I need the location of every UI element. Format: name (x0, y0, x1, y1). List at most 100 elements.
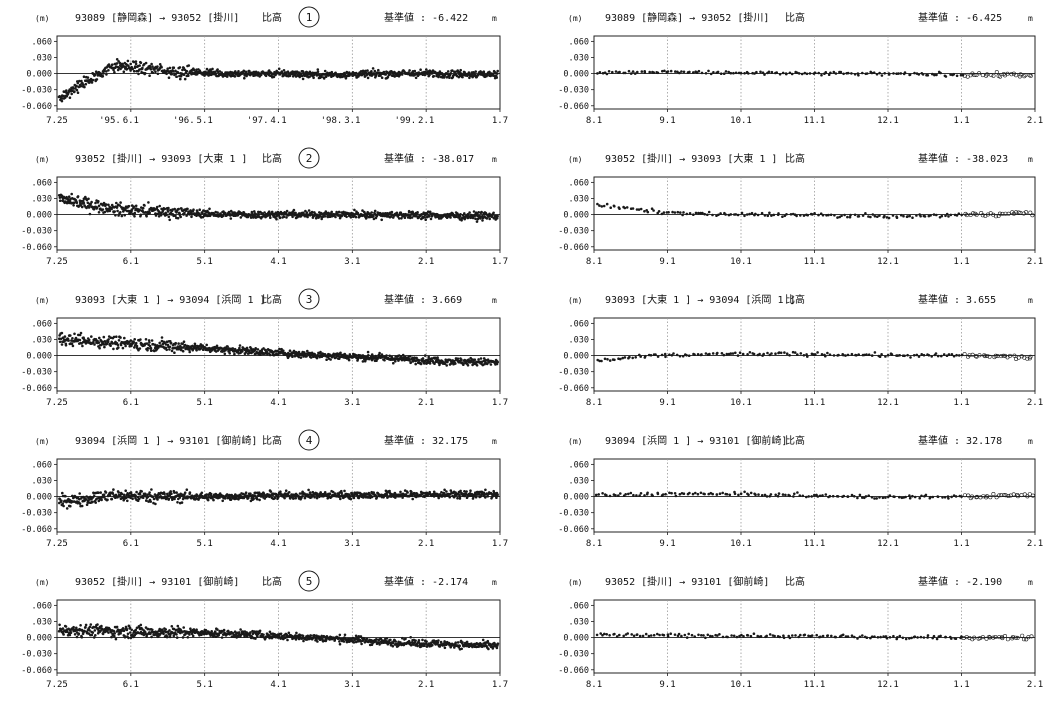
panel-number: 4 (306, 434, 313, 447)
x-tick-label: 10.1 (730, 398, 752, 408)
data-point (996, 213, 1001, 218)
data-point (267, 210, 271, 213)
number-circle (298, 429, 320, 451)
data-point (729, 352, 733, 355)
data-point (310, 210, 314, 214)
data-point (88, 625, 92, 629)
data-point (221, 499, 224, 503)
x-tick-label: 1.7 (492, 257, 508, 267)
data-point (125, 67, 129, 71)
data-point (92, 636, 96, 639)
data-point (864, 495, 868, 498)
data-point (878, 214, 881, 217)
data-point (934, 352, 938, 355)
route-label: 93089 [静岡森] → 93052 [掛川] (605, 11, 769, 24)
data-point (1015, 494, 1020, 499)
data-point (257, 212, 260, 216)
x-tick-label: 3.1 (344, 116, 360, 126)
data-point (339, 497, 342, 501)
data-point (393, 75, 397, 78)
data-point (302, 70, 305, 74)
data-point (800, 72, 804, 76)
data-point (389, 215, 393, 218)
data-point (1013, 73, 1018, 78)
data-point (123, 213, 126, 217)
x-tick-label: 9.1 (659, 539, 675, 549)
data-point (496, 360, 500, 364)
data-point (406, 491, 409, 494)
data-point (881, 496, 885, 500)
data-point (147, 201, 150, 204)
data-point (624, 493, 627, 496)
data-point (150, 339, 154, 342)
data-point (330, 70, 334, 74)
data-point (411, 497, 415, 501)
data-point (473, 358, 477, 362)
unit-label: (m) (568, 14, 582, 23)
data-point (127, 636, 130, 640)
data-point (137, 497, 141, 501)
x-tick-label: 6.1 (123, 680, 139, 690)
x-tick-label: 6.1 (123, 398, 139, 408)
data-point (164, 630, 168, 634)
data-point (732, 71, 735, 75)
data-point (880, 353, 883, 356)
data-point (750, 211, 754, 215)
data-point (646, 210, 650, 214)
data-point (449, 216, 452, 219)
data-point (229, 209, 233, 213)
data-point (209, 70, 213, 73)
data-point (173, 491, 176, 494)
scatter-points (57, 192, 499, 223)
data-point (62, 633, 65, 636)
data-point (451, 69, 454, 72)
data-point (999, 493, 1004, 498)
scatter-points (596, 202, 1035, 220)
data-point (814, 353, 817, 356)
data-point (755, 70, 758, 74)
data-point (99, 491, 102, 494)
data-point (467, 71, 471, 74)
y-tick-label: .030 (32, 617, 52, 627)
data-point (425, 68, 428, 71)
data-point (75, 88, 79, 92)
data-point (957, 212, 961, 215)
data-point (103, 345, 106, 349)
data-point (148, 344, 152, 348)
data-point (228, 352, 231, 355)
data-point (181, 349, 185, 353)
data-point (637, 208, 641, 211)
data-point (857, 74, 860, 77)
data-point (117, 491, 120, 494)
data-point (873, 214, 877, 218)
data-point (915, 353, 919, 357)
route-label: 93052 [掛川] → 93101 [御前崎] (75, 575, 239, 588)
data-point (627, 492, 630, 496)
data-point (249, 492, 252, 496)
data-point (132, 340, 135, 344)
data-point (913, 495, 917, 499)
data-point (980, 213, 985, 218)
data-point (282, 215, 286, 218)
data-point (209, 492, 213, 496)
data-point (283, 496, 286, 500)
data-point (419, 68, 422, 71)
data-point (207, 496, 211, 499)
data-point (183, 491, 187, 495)
data-point (355, 493, 359, 497)
data-point (176, 216, 180, 220)
data-point (661, 69, 664, 73)
data-point (993, 353, 998, 358)
data-point (208, 207, 211, 211)
data-point (132, 60, 136, 64)
unit-m-label: m (492, 14, 497, 23)
data-point (248, 69, 251, 73)
data-point (774, 493, 777, 497)
data-point (119, 201, 122, 204)
data-point (682, 70, 686, 74)
data-point (605, 72, 609, 76)
data-point (243, 76, 246, 80)
data-point (395, 211, 399, 215)
data-point (195, 209, 199, 212)
data-point (94, 338, 98, 341)
